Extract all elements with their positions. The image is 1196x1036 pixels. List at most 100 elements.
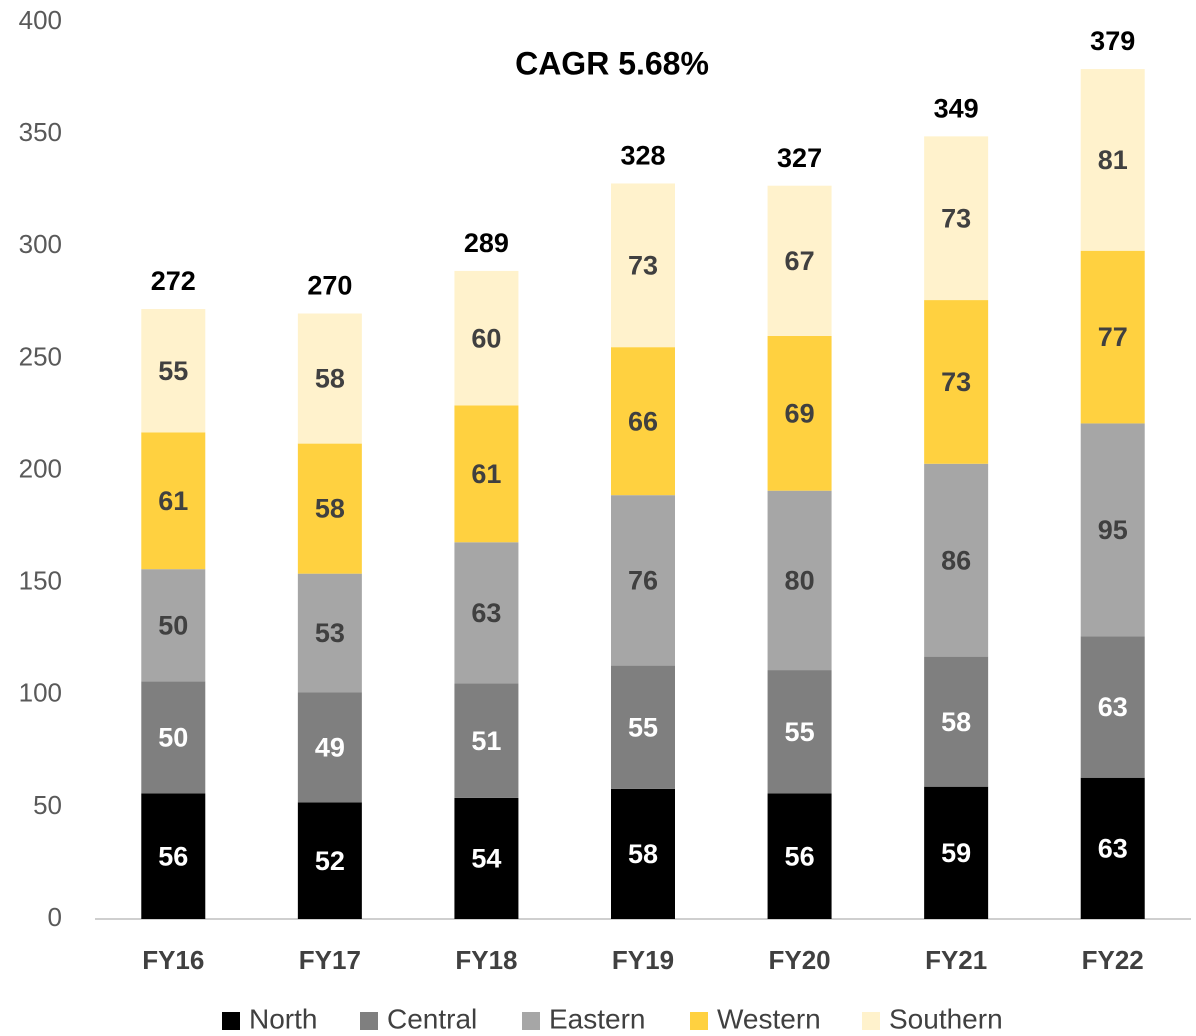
bar-segment bbox=[297, 443, 362, 574]
data-label: 66 bbox=[628, 406, 658, 436]
data-label: 73 bbox=[941, 367, 971, 397]
data-label: 54 bbox=[471, 844, 501, 874]
x-tick-label: FY21 bbox=[925, 945, 987, 975]
bar-segment bbox=[141, 569, 206, 682]
annotation: CAGR 5.68% bbox=[515, 45, 709, 81]
data-label: 95 bbox=[1098, 515, 1128, 545]
bar-segment bbox=[297, 313, 362, 444]
total-label: 289 bbox=[464, 228, 509, 258]
total-label: 328 bbox=[620, 141, 665, 171]
x-tick-label: FY19 bbox=[612, 945, 674, 975]
legend-swatch bbox=[222, 1012, 240, 1030]
y-tick-label: 100 bbox=[19, 678, 62, 708]
data-label: 55 bbox=[785, 717, 815, 747]
bar-segment bbox=[767, 335, 832, 491]
data-label: 61 bbox=[471, 459, 501, 489]
bar-segment bbox=[141, 793, 206, 919]
bar-segment bbox=[1080, 423, 1145, 637]
data-label: 61 bbox=[158, 486, 188, 516]
data-label: 80 bbox=[785, 566, 815, 596]
data-label: 73 bbox=[628, 250, 658, 280]
bar-segment bbox=[141, 309, 206, 433]
data-label: 63 bbox=[471, 598, 501, 628]
data-label: 76 bbox=[628, 566, 658, 596]
y-tick-label: 0 bbox=[48, 902, 62, 932]
bar-segment bbox=[454, 797, 519, 919]
bar-segment bbox=[1080, 250, 1145, 424]
data-label: 67 bbox=[785, 246, 815, 276]
bar-segment bbox=[611, 183, 675, 348]
legend-label: Eastern bbox=[549, 1003, 646, 1034]
y-tick-label: 200 bbox=[19, 453, 62, 483]
y-tick-label: 150 bbox=[19, 566, 62, 596]
bar-segment bbox=[767, 185, 832, 336]
bar-segment bbox=[924, 786, 989, 919]
bar-segment bbox=[611, 665, 675, 789]
bar-segment bbox=[454, 270, 519, 406]
bar-segment bbox=[767, 793, 832, 919]
y-tick-label: 350 bbox=[19, 117, 62, 147]
bar-segment bbox=[611, 495, 675, 666]
legend-swatch bbox=[690, 1012, 708, 1030]
legend-label: Central bbox=[387, 1003, 477, 1034]
bar-segment bbox=[924, 136, 989, 301]
x-tick-label: FY16 bbox=[142, 945, 204, 975]
bar-segment bbox=[454, 683, 519, 798]
total-label: 272 bbox=[151, 266, 196, 296]
bar-segment bbox=[924, 656, 989, 787]
data-label: 56 bbox=[785, 841, 815, 871]
legend-label: Western bbox=[717, 1003, 821, 1034]
data-label: 73 bbox=[941, 203, 971, 233]
bar-segment bbox=[924, 463, 989, 657]
legend-swatch bbox=[522, 1012, 540, 1030]
bar-segment bbox=[767, 490, 832, 671]
data-label: 63 bbox=[1098, 692, 1128, 722]
legend-label: North bbox=[249, 1003, 317, 1034]
data-label: 55 bbox=[628, 712, 658, 742]
data-label: 50 bbox=[158, 722, 188, 752]
total-label: 327 bbox=[777, 143, 822, 173]
bar-segment bbox=[611, 788, 675, 919]
bar-segment bbox=[297, 802, 362, 919]
data-label: 52 bbox=[315, 846, 345, 876]
data-label: 59 bbox=[941, 838, 971, 868]
bar-segment bbox=[1080, 69, 1145, 251]
bar-segment bbox=[924, 300, 989, 464]
data-label: 49 bbox=[315, 733, 345, 763]
x-tick-label: FY20 bbox=[768, 945, 830, 975]
total-label: 270 bbox=[307, 271, 352, 301]
bar-segment bbox=[1080, 777, 1145, 919]
data-label: 58 bbox=[628, 839, 658, 869]
data-label: 50 bbox=[158, 610, 188, 640]
x-tick-label: FY22 bbox=[1082, 945, 1144, 975]
bar-segment bbox=[297, 692, 362, 803]
data-label: 58 bbox=[315, 364, 345, 394]
data-label: 58 bbox=[315, 494, 345, 524]
data-label: 77 bbox=[1098, 322, 1128, 352]
legend-swatch bbox=[360, 1012, 378, 1030]
y-tick-label: 50 bbox=[33, 790, 62, 820]
data-label: 55 bbox=[158, 356, 188, 386]
bar-segment bbox=[1080, 636, 1145, 778]
y-tick-label: 400 bbox=[19, 5, 62, 35]
x-tick-label: FY17 bbox=[299, 945, 361, 975]
x-tick-label: FY18 bbox=[455, 945, 517, 975]
bar-segment bbox=[454, 542, 519, 684]
bar-segment bbox=[141, 681, 206, 794]
legend-swatch bbox=[862, 1012, 880, 1030]
bar-segment bbox=[611, 347, 675, 496]
bar-segment bbox=[141, 432, 206, 570]
bar-segment bbox=[454, 405, 519, 543]
total-label: 379 bbox=[1090, 26, 1135, 56]
y-tick-label: 250 bbox=[19, 341, 62, 371]
data-label: 58 bbox=[941, 707, 971, 737]
data-label: 53 bbox=[315, 618, 345, 648]
y-tick-label: 300 bbox=[19, 229, 62, 259]
data-label: 56 bbox=[158, 841, 188, 871]
data-label: 51 bbox=[471, 726, 501, 756]
legend-label: Southern bbox=[889, 1003, 1003, 1034]
data-label: 81 bbox=[1098, 145, 1128, 175]
total-label: 349 bbox=[934, 93, 979, 123]
bar-segment bbox=[297, 573, 362, 693]
